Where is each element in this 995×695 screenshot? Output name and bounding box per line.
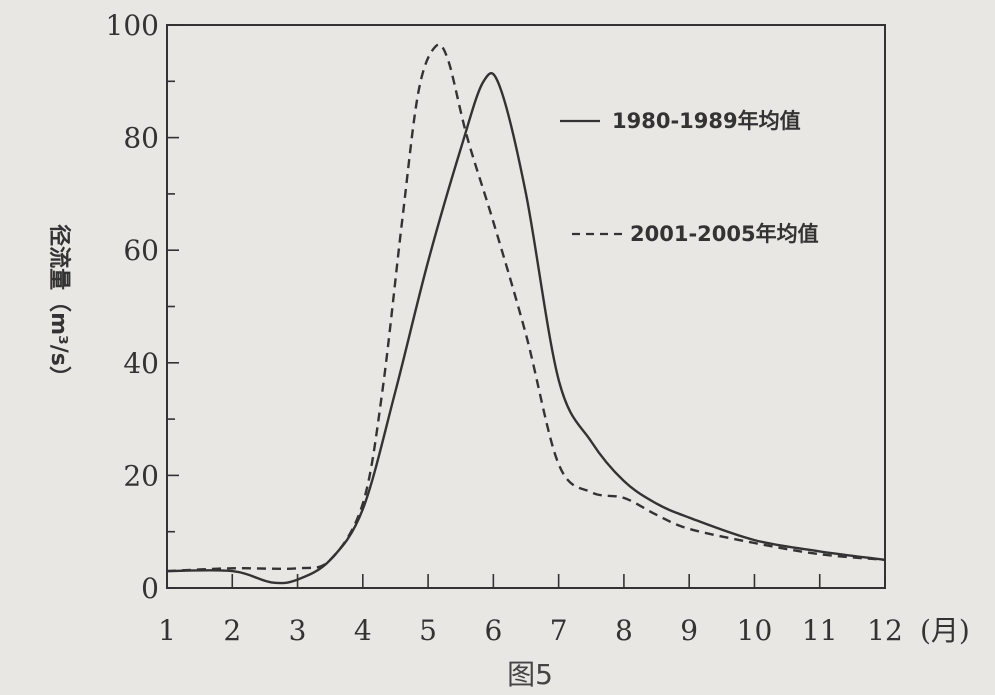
y-tick-label: 20 [123,459,159,492]
legend-label-dashed: 2001-2005年均值 [630,222,819,246]
y-tick-label: 60 [123,234,159,267]
x-tick-label: 2 [223,614,241,647]
x-tick-label: 6 [484,614,502,647]
x-tick-label: 3 [289,614,307,647]
legend-label-solid: 1980-1989年均值 [612,109,801,133]
y-axis-ticks: 0 20 40 60 80 100 [106,9,179,605]
x-tick-label: 11 [802,614,838,647]
x-tick-label: 12 [867,614,903,647]
x-tick-label: 8 [615,614,633,647]
y-tick-label: 80 [123,122,159,155]
y-tick-label: 40 [123,347,159,380]
x-tick-label: 10 [737,614,773,647]
x-tick-label: 4 [354,614,372,647]
x-axis-ticks: 1 2 3 4 5 6 7 8 9 10 11 12 [158,574,903,647]
y-tick-label: 0 [141,572,159,605]
series-line-solid [166,72,886,585]
series-layer [166,43,886,585]
y-tick-label: 100 [106,9,159,42]
figure-caption: 图5 [507,658,553,691]
x-tick-label: 9 [680,614,698,647]
x-tick-label: 5 [419,614,437,647]
legend: 1980-1989年均值 2001-2005年均值 [560,109,819,246]
y-axis-label: 径流量（m³/s） [46,224,72,388]
x-unit-label: (月) [920,614,970,647]
series-line-dashed [166,43,886,573]
x-tick-label: 7 [550,614,568,647]
x-tick-label: 1 [158,614,176,647]
